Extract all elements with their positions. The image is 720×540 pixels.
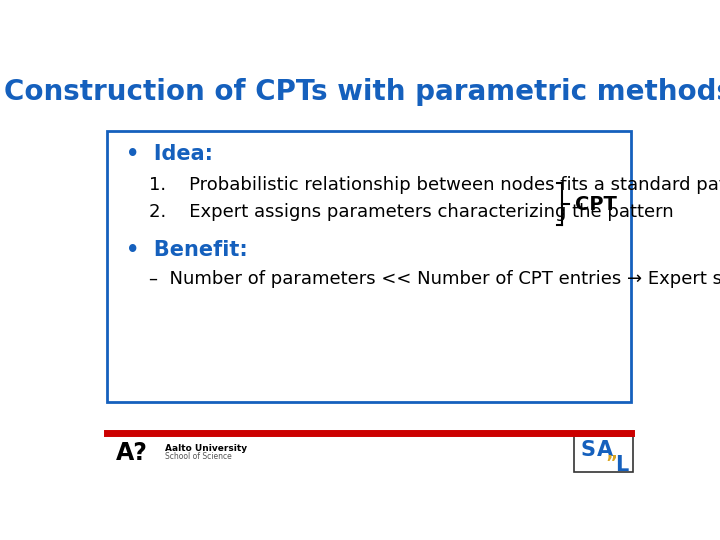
Text: Construction of CPTs with parametric methods: Construction of CPTs with parametric met…	[4, 78, 720, 106]
Text: 1.    Probabilistic relationship between nodes fits a standard pattern: 1. Probabilistic relationship between no…	[148, 177, 720, 194]
FancyBboxPatch shape	[107, 131, 631, 402]
Text: S: S	[581, 440, 595, 460]
Text: –  Number of parameters << Number of CPT entries → Expert saves time!: – Number of parameters << Number of CPT …	[148, 270, 720, 288]
Text: A?: A?	[116, 441, 148, 465]
Text: Aalto University: Aalto University	[166, 444, 248, 453]
Text: 2.    Expert assigns parameters characterizing the pattern: 2. Expert assigns parameters characteriz…	[148, 204, 673, 221]
Text: CPT: CPT	[575, 194, 617, 214]
Text: •  Benefit:: • Benefit:	[126, 240, 248, 260]
FancyBboxPatch shape	[575, 436, 633, 472]
Text: A: A	[596, 440, 613, 460]
Text: ”: ”	[606, 454, 617, 472]
Text: •  Idea:: • Idea:	[126, 144, 213, 164]
Text: L: L	[615, 455, 629, 475]
Text: School of Science: School of Science	[166, 453, 232, 461]
